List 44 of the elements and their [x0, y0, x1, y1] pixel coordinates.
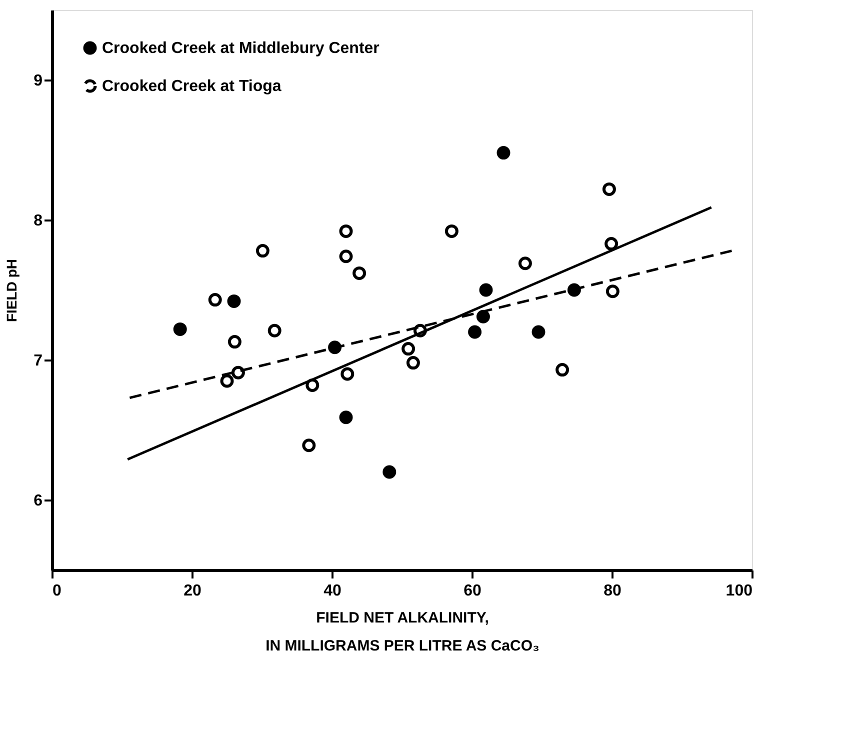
x-axis-title: FIELD NET ALKALINITY, IN MILLIGRAMS PER LITRE AS CaCO₃ — [266, 610, 540, 654]
point — [602, 182, 616, 196]
x-tick-label: 40 — [324, 582, 342, 600]
point — [556, 363, 570, 377]
y-tick-label: 9 — [34, 72, 43, 90]
point — [518, 256, 532, 270]
point — [382, 465, 396, 479]
point — [231, 366, 245, 380]
point — [227, 294, 241, 308]
x-tick-label: 80 — [604, 582, 622, 600]
point — [220, 374, 234, 388]
point — [604, 237, 618, 251]
x-tick-label: 20 — [184, 582, 202, 600]
point — [339, 410, 353, 424]
x-tick-label: 100 — [726, 582, 753, 600]
y-tick-label: 6 — [34, 492, 43, 510]
point — [228, 335, 242, 349]
point — [256, 244, 270, 258]
point — [302, 438, 316, 452]
point — [496, 146, 510, 160]
point — [352, 266, 366, 280]
point — [339, 224, 353, 238]
point — [306, 378, 320, 392]
y-tick-label: 7 — [34, 352, 43, 370]
point — [402, 342, 416, 356]
x-tick-label: 60 — [464, 582, 482, 600]
point — [340, 367, 354, 381]
point — [567, 283, 581, 297]
x-tick-label: 0 — [52, 582, 62, 600]
point — [606, 284, 620, 298]
point — [444, 224, 458, 238]
point — [173, 322, 187, 336]
point — [208, 293, 222, 307]
y-axis-title: FIELD pH — [4, 259, 20, 322]
y-tick-label: 8 — [34, 212, 43, 230]
legend-label: Crooked Creek at Middlebury Center — [102, 40, 380, 57]
point — [268, 324, 282, 338]
point — [339, 250, 353, 264]
point — [406, 356, 420, 370]
point — [476, 310, 490, 324]
point — [468, 325, 482, 339]
legend-label: Crooked Creek at Tioga — [102, 78, 282, 95]
point — [479, 283, 493, 297]
point — [532, 325, 546, 339]
